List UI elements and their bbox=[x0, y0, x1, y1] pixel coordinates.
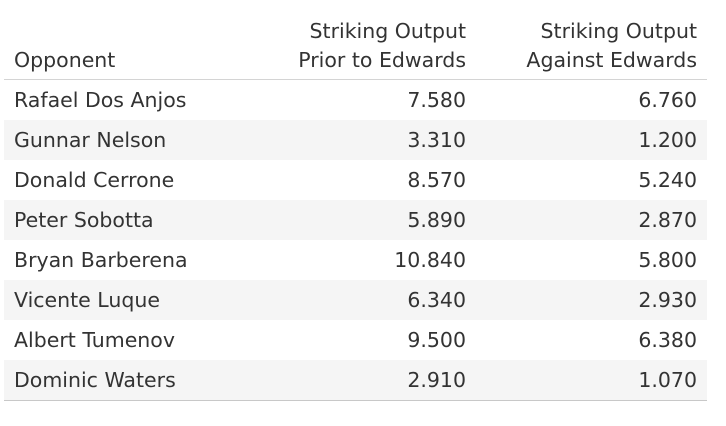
opponent-cell: Vicente Luque bbox=[14, 288, 160, 312]
table-row: Peter Sobotta 5.890 2.870 bbox=[4, 200, 707, 240]
prior-value-cell: 3.310 bbox=[407, 128, 466, 152]
prior-value-cell: 8.570 bbox=[407, 168, 466, 192]
table-row: Vicente Luque 6.340 2.930 bbox=[4, 280, 707, 320]
table-row: Rafael Dos Anjos 7.580 6.760 bbox=[4, 80, 707, 120]
opponent-cell: Rafael Dos Anjos bbox=[14, 88, 187, 112]
table-bottom-rule bbox=[4, 400, 707, 401]
opponent-cell: Dominic Waters bbox=[14, 368, 176, 392]
table-row: Gunnar Nelson 3.310 1.200 bbox=[4, 120, 707, 160]
opponent-cell: Bryan Barberena bbox=[14, 248, 188, 272]
opponent-cell: Gunnar Nelson bbox=[14, 128, 167, 152]
prior-value-cell: 6.340 bbox=[407, 288, 466, 312]
table-row: Bryan Barberena 10.840 5.800 bbox=[4, 240, 707, 280]
against-value-cell: 5.800 bbox=[638, 248, 697, 272]
against-value-cell: 1.200 bbox=[638, 128, 697, 152]
against-value-cell: 2.930 bbox=[638, 288, 697, 312]
header-opponent: Opponent bbox=[14, 46, 115, 75]
header-prior-line1: Striking Output bbox=[309, 19, 466, 43]
header-against: Striking Output Against Edwards bbox=[526, 17, 697, 75]
opponent-cell: Donald Cerrone bbox=[14, 168, 175, 192]
table-row: Donald Cerrone 8.570 5.240 bbox=[4, 160, 707, 200]
table-header: Opponent Striking Output Prior to Edward… bbox=[4, 8, 707, 80]
prior-value-cell: 5.890 bbox=[407, 208, 466, 232]
header-against-line2: Against Edwards bbox=[526, 48, 697, 72]
table-body: Rafael Dos Anjos 7.580 6.760 Gunnar Nels… bbox=[4, 80, 707, 400]
header-opponent-label: Opponent bbox=[14, 48, 116, 72]
header-against-line1: Striking Output bbox=[540, 19, 697, 43]
opponent-cell: Peter Sobotta bbox=[14, 208, 154, 232]
prior-value-cell: 10.840 bbox=[394, 248, 466, 272]
table-row: Dominic Waters 2.910 1.070 bbox=[4, 360, 707, 400]
table-row: Albert Tumenov 9.500 6.380 bbox=[4, 320, 707, 360]
data-table: Opponent Striking Output Prior to Edward… bbox=[4, 8, 707, 401]
against-value-cell: 1.070 bbox=[638, 368, 697, 392]
against-value-cell: 5.240 bbox=[638, 168, 697, 192]
against-value-cell: 6.760 bbox=[638, 88, 697, 112]
against-value-cell: 2.870 bbox=[638, 208, 697, 232]
against-value-cell: 6.380 bbox=[638, 328, 697, 352]
header-prior-line2: Prior to Edwards bbox=[298, 48, 466, 72]
opponent-cell: Albert Tumenov bbox=[14, 328, 175, 352]
prior-value-cell: 7.580 bbox=[407, 88, 466, 112]
prior-value-cell: 9.500 bbox=[407, 328, 466, 352]
prior-value-cell: 2.910 bbox=[407, 368, 466, 392]
header-prior: Striking Output Prior to Edwards bbox=[298, 17, 466, 75]
